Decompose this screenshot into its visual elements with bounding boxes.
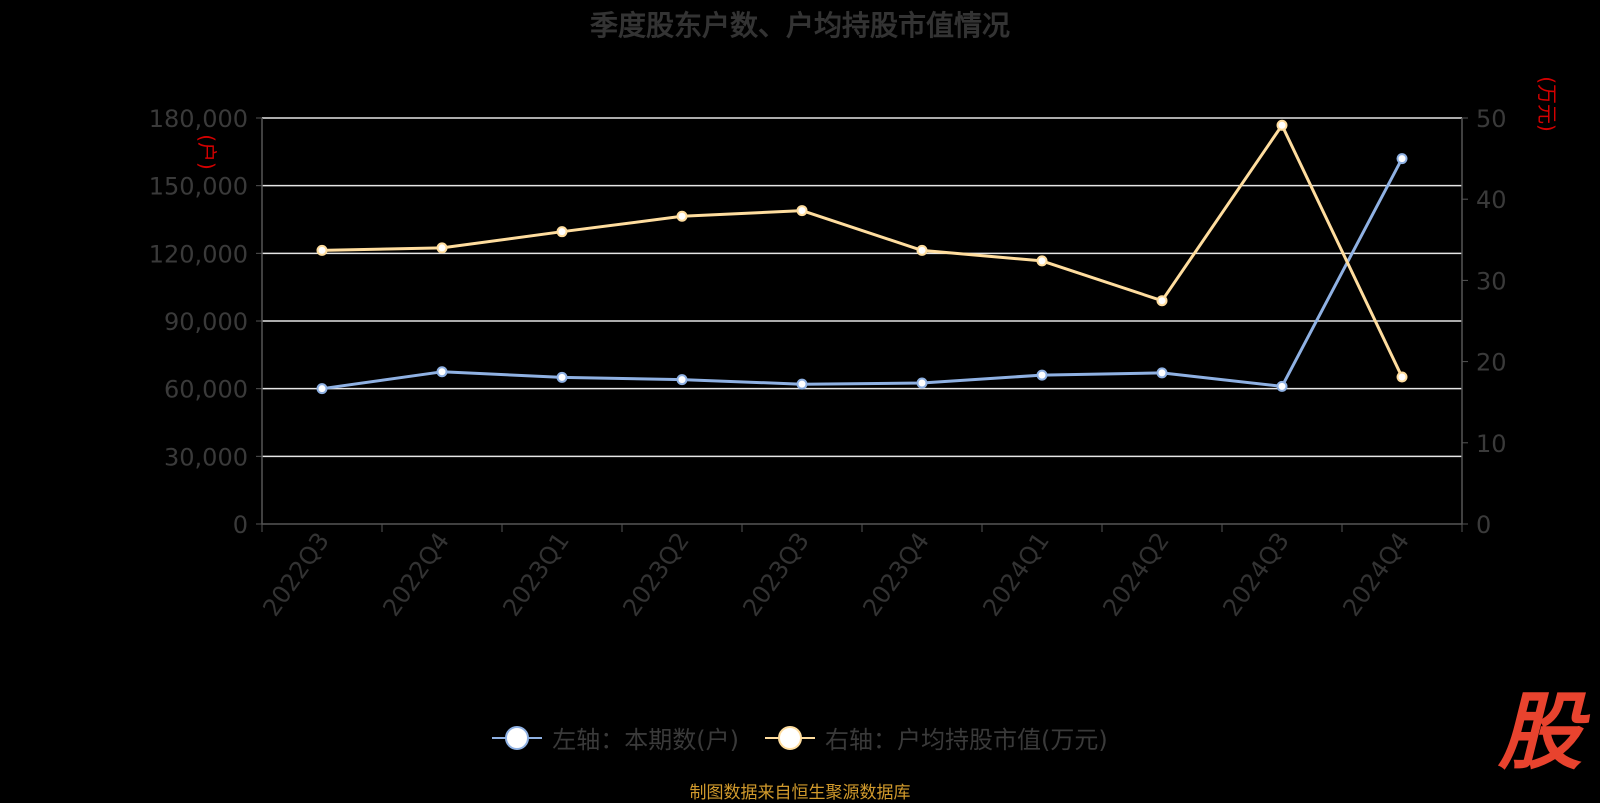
chart-title: 季度股东户数、户均持股市值情况 [589, 9, 1010, 42]
y-right-tick-label: 30 [1476, 267, 1507, 295]
y-right-tick-label: 0 [1476, 511, 1491, 539]
x-tick-label: 2023Q4 [857, 527, 935, 621]
series-1-point [676, 374, 688, 386]
y-right-tick-label: 20 [1476, 349, 1507, 377]
y-left-tick-label: 120,000 [149, 240, 248, 268]
x-tick-label: 2023Q1 [497, 527, 575, 621]
legend-marker-icon [765, 724, 815, 752]
series-1-point [1276, 380, 1288, 392]
y-left-axis-label: (户) [195, 134, 219, 170]
y-left-tick-label: 0 [233, 511, 248, 539]
legend: 左轴：本期数(户) 右轴：户均持股市值(万元) [0, 720, 1600, 755]
series-2-point [916, 244, 928, 256]
series-2-point [1156, 295, 1168, 307]
legend-label: 右轴：户均持股市值(万元) [825, 726, 1108, 754]
y-right-tick-label: 10 [1476, 430, 1507, 458]
series-1-point [1036, 369, 1048, 381]
series-1-point [916, 377, 928, 389]
series-1-point [316, 383, 328, 395]
x-tick-label: 2023Q3 [737, 527, 815, 621]
series-2-point [436, 242, 448, 254]
x-tick-label: 2024Q3 [1217, 527, 1295, 621]
series-1-point [436, 366, 448, 378]
x-tick-label: 2024Q1 [977, 527, 1055, 621]
series-2-point [556, 226, 568, 238]
x-tick-label: 2022Q3 [257, 527, 335, 621]
x-tick-label: 2022Q4 [377, 527, 455, 621]
x-tick-label: 2024Q2 [1097, 527, 1175, 621]
legend-item-left-series[interactable]: 左轴：本期数(户) [492, 720, 739, 755]
series-2-point [316, 244, 328, 256]
legend-marker-icon [492, 724, 543, 752]
series-1-point [556, 371, 568, 383]
series-2-point [1396, 371, 1408, 383]
legend-item-right-series[interactable]: 右轴：户均持股市值(万元) [765, 720, 1108, 755]
y-right-tick-label: 40 [1476, 186, 1507, 214]
series-2-point [1036, 255, 1048, 267]
y-left-tick-label: 180,000 [149, 105, 248, 133]
y-right-axis-label: (万元) [1535, 76, 1559, 132]
x-tick-label: 2024Q4 [1337, 527, 1415, 621]
data-source-note: 制图数据来自恒生聚源数据库 [689, 783, 911, 803]
brand-logo: 股 [1497, 683, 1582, 781]
y-left-tick-label: 60,000 [164, 376, 248, 404]
x-tick-label: 2023Q2 [617, 527, 695, 621]
legend-label: 左轴：本期数(户) [552, 726, 739, 754]
series-1-point [1396, 153, 1408, 165]
y-left-tick-label: 150,000 [149, 173, 248, 201]
series-1-point [796, 378, 808, 390]
series-line-2 [321, 123, 1404, 378]
series-2-point [1276, 119, 1288, 131]
series-line-1 [321, 157, 1404, 391]
series-2-point [796, 205, 808, 217]
series-2-point [676, 210, 688, 222]
series-1-point [1156, 367, 1168, 379]
y-left-tick-label: 90,000 [164, 308, 248, 336]
y-left-tick-label: 30,000 [164, 443, 248, 471]
y-right-tick-label: 50 [1476, 105, 1507, 133]
